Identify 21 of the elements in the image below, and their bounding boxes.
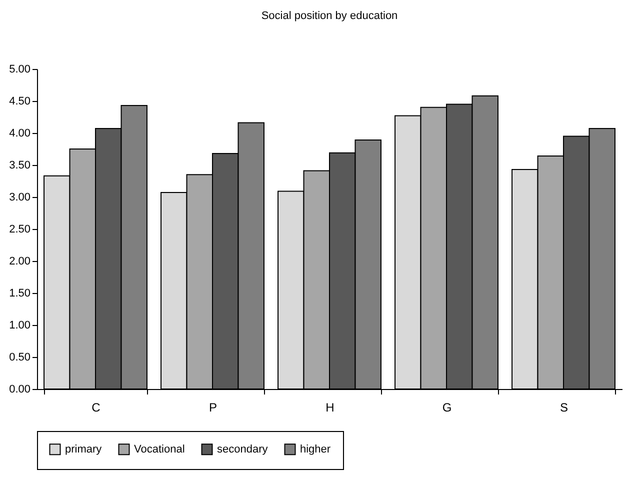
y-tick-label: 1.50: [9, 288, 30, 300]
legend-label: Vocational: [134, 443, 185, 456]
y-tick-label: 5.00: [9, 64, 30, 76]
y-tick-label: 1.00: [9, 320, 30, 332]
x-tick-label: P: [208, 400, 218, 414]
y-tick-label: 2.50: [9, 224, 30, 236]
x-tick-label: H: [326, 400, 334, 414]
x-tick-label: G: [442, 400, 452, 414]
y-tick-label: 4.50: [9, 96, 30, 108]
legend-label: secondary: [217, 443, 268, 456]
x-tick-label: S: [560, 400, 568, 414]
chart-title: Social position by education: [261, 10, 398, 22]
y-tick-label: 3.50: [9, 160, 30, 172]
y-tick-label: 0.50: [9, 352, 30, 364]
legend-label: primary: [65, 443, 102, 456]
y-tick-label: 2.00: [9, 256, 30, 268]
legend-label: higher: [300, 443, 331, 456]
y-tick-label: 0.00: [9, 384, 30, 396]
y-tick-label: 3.00: [9, 192, 30, 204]
y-tick-label: 4.00: [9, 128, 30, 140]
x-tick-label: C: [92, 400, 101, 414]
